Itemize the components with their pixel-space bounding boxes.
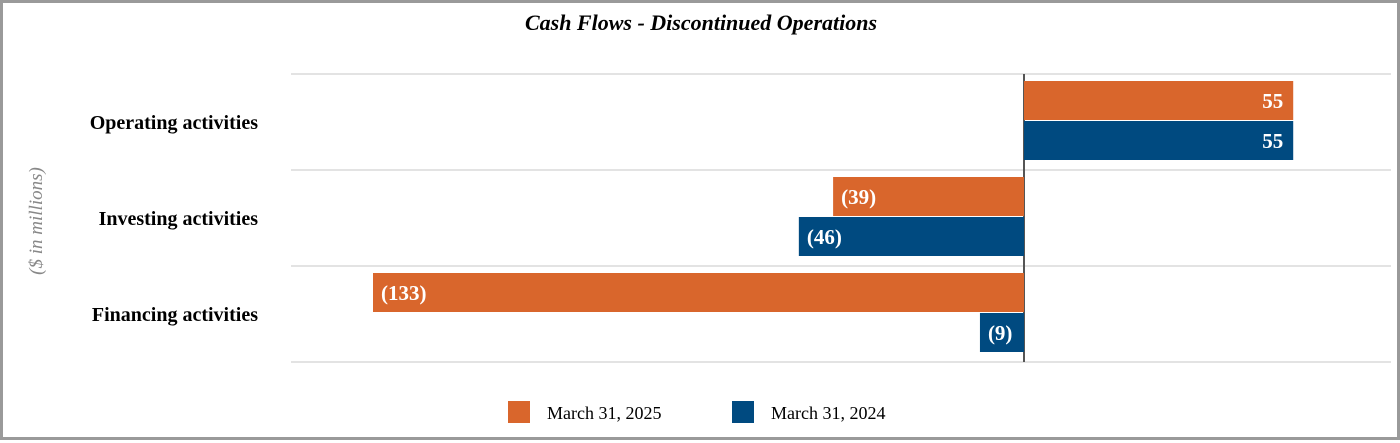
bar-financing-activities-march-31-2025 — [373, 273, 1024, 312]
bar-operating-activities-march-31-2024 — [1024, 121, 1294, 160]
bars — [373, 81, 1294, 352]
category-labels: Operating activities Investing activities… — [90, 112, 259, 326]
legend-swatch-march-31-2025 — [508, 401, 530, 423]
legend: March 31, 2025 March 31, 2024 — [508, 401, 885, 423]
cash-flows-chart: Cash Flows - Discontinued Operations ($ … — [26, 10, 1391, 423]
bar-financing-activities-march-31-2024 — [979, 313, 1024, 352]
data-label-financing-activities-march-31-2025: (133) — [381, 281, 427, 305]
legend-label-march-31-2024: March 31, 2024 — [771, 403, 885, 423]
category-label-operating-activities: Operating activities — [90, 112, 259, 134]
y-axis-label: ($ in millions) — [26, 167, 47, 275]
data-label-operating-activities-march-31-2025: 55 — [1262, 89, 1283, 113]
bar-investing-activities-march-31-2024 — [798, 217, 1024, 256]
category-label-financing-activities: Financing activities — [92, 304, 258, 326]
data-label-financing-activities-march-31-2024: (9) — [988, 321, 1013, 345]
bar-investing-activities-march-31-2025 — [833, 177, 1024, 216]
category-label-investing-activities: Investing activities — [99, 208, 259, 230]
legend-swatch-march-31-2024 — [732, 401, 754, 423]
chart-title: Cash Flows - Discontinued Operations — [525, 10, 877, 35]
bar-operating-activities-march-31-2025 — [1024, 81, 1294, 120]
data-labels: 55 55 (39) (46) (133) (9) — [381, 89, 1283, 345]
data-label-operating-activities-march-31-2024: 55 — [1262, 129, 1283, 153]
data-label-investing-activities-march-31-2025: (39) — [841, 185, 876, 209]
legend-label-march-31-2025: March 31, 2025 — [547, 403, 661, 423]
data-label-investing-activities-march-31-2024: (46) — [807, 225, 842, 249]
